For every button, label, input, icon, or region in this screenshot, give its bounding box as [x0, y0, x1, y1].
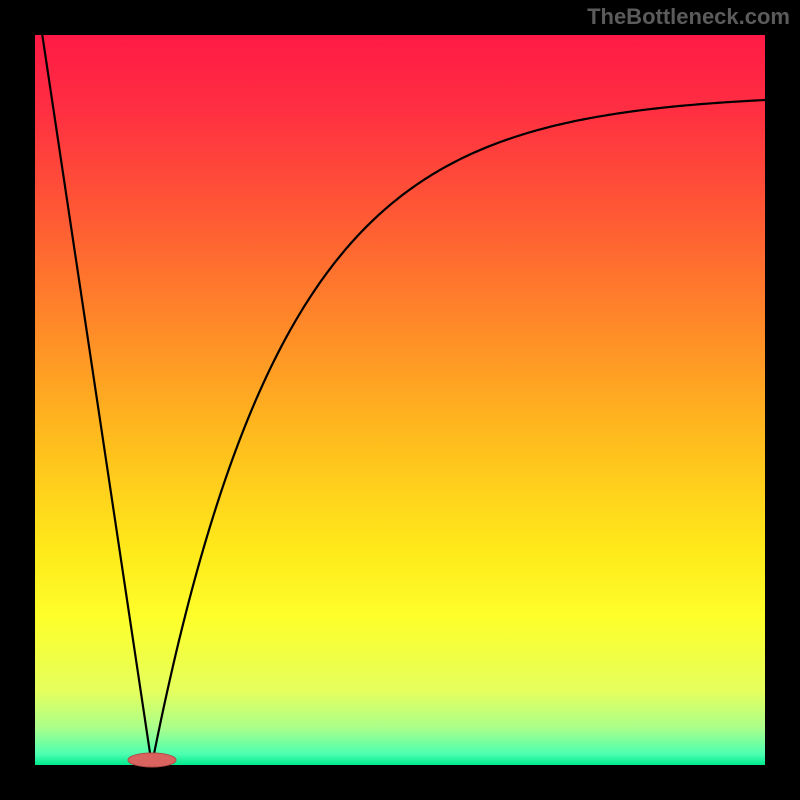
plot-background — [35, 35, 765, 765]
watermark-label: TheBottleneck.com — [587, 4, 790, 30]
minimum-marker — [128, 753, 176, 767]
bottleneck-chart — [0, 0, 800, 800]
chart-container: TheBottleneck.com — [0, 0, 800, 800]
